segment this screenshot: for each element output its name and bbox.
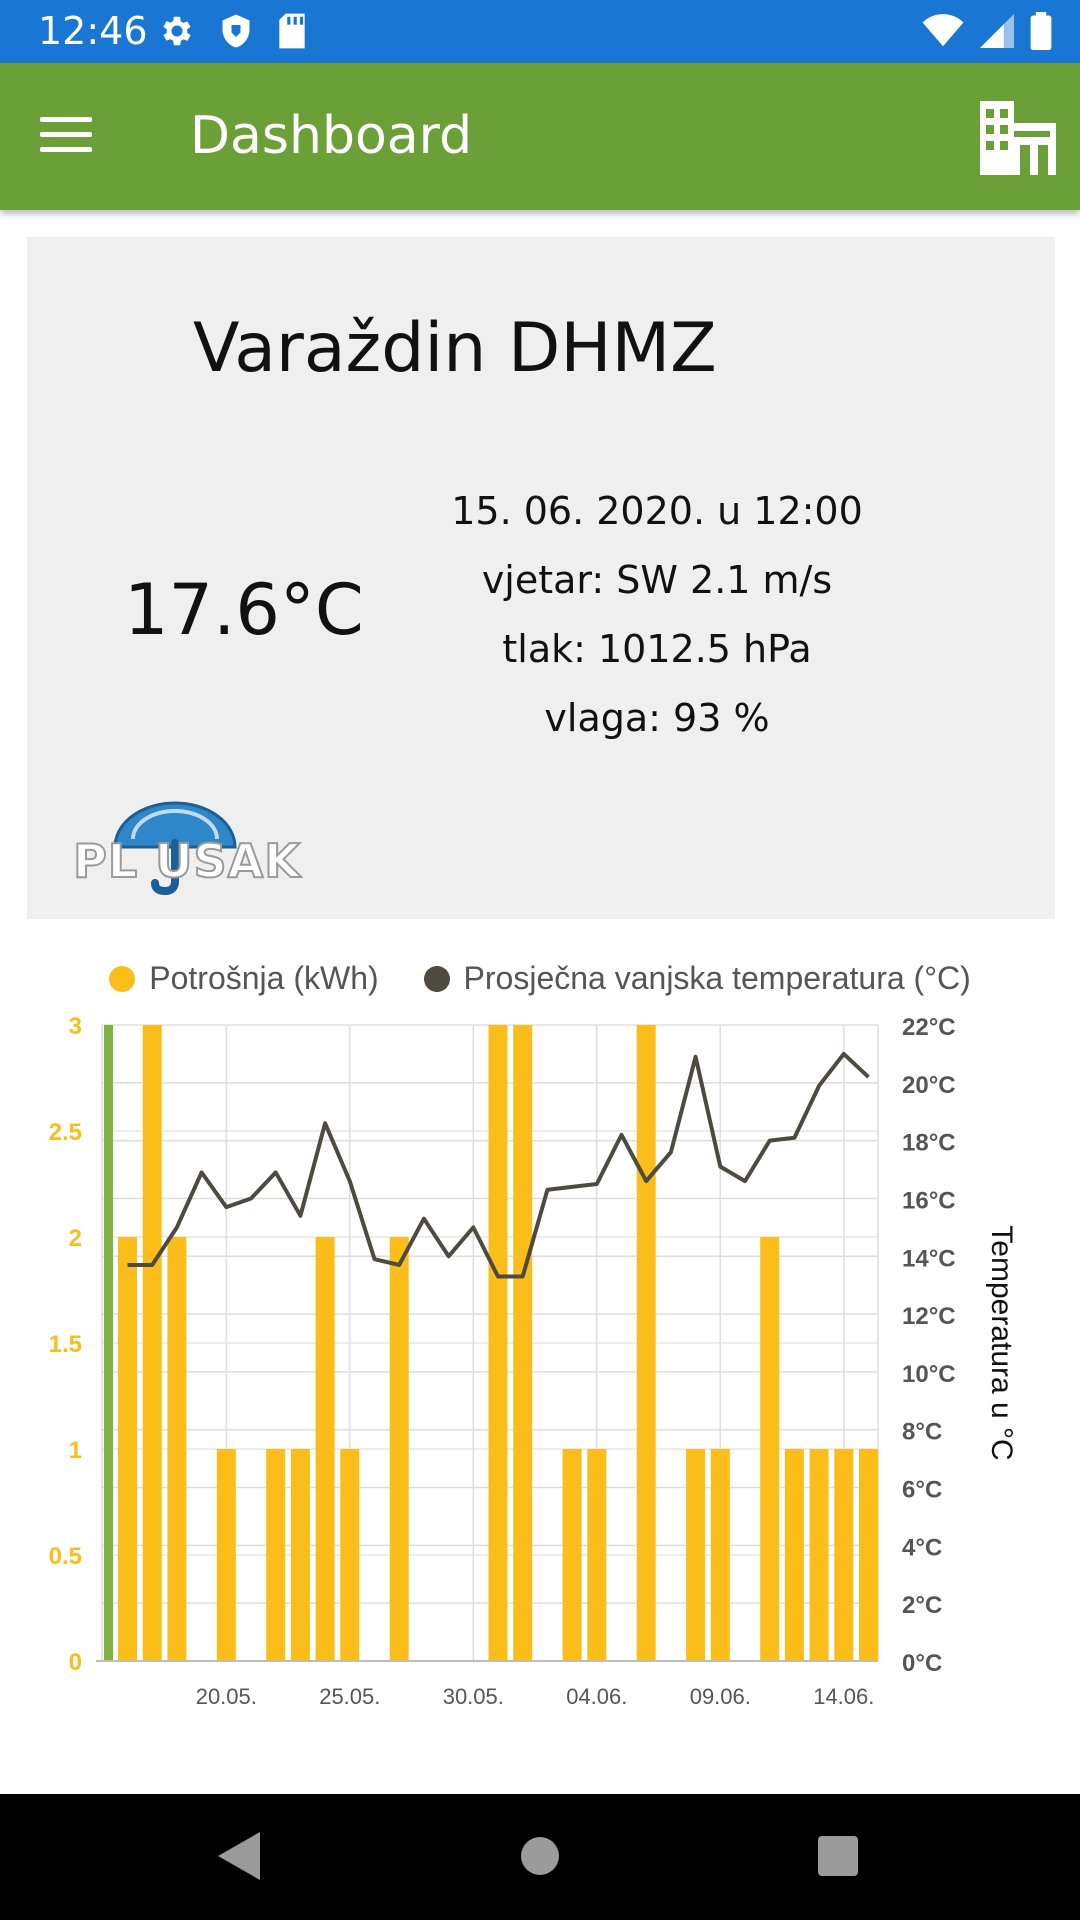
y-right-tick-label: 4°C bbox=[902, 1534, 942, 1561]
period-start-marker bbox=[104, 1025, 113, 1661]
legend-dot-temperature bbox=[423, 965, 450, 992]
current-temperature: 17.6°C bbox=[124, 569, 364, 651]
wifi-icon bbox=[922, 14, 964, 47]
chart-plot: 0°C 2°C 4°C 6°C 8°C 10°C 12°C 14°C 16°C 18°C 20°C 2… bbox=[49, 1013, 1018, 1709]
pressure-value: tlak: 1012.5 hPa bbox=[502, 627, 812, 671]
sd-card-icon bbox=[279, 13, 305, 49]
y-right-tick-label: 0°C bbox=[902, 1650, 942, 1677]
y-right-tick-label: 2°C bbox=[902, 1592, 942, 1619]
status-left-icons bbox=[158, 12, 308, 50]
y-right-tick-label: 20°C bbox=[902, 1072, 956, 1099]
legend-dot-consumption bbox=[109, 965, 136, 992]
pljusak-logo: PL USAK bbox=[72, 801, 302, 895]
weather-card: Varaždin DHMZ 17.6°C 15. 06. 2020. u 12:… bbox=[27, 237, 1055, 919]
consumption-bar bbox=[389, 1237, 409, 1661]
building-icon[interactable] bbox=[980, 101, 1056, 175]
consumption-bar bbox=[710, 1449, 730, 1661]
consumption-bar bbox=[809, 1449, 829, 1661]
y-left-tick-label: 2 bbox=[69, 1225, 82, 1252]
station-name: Varaždin DHMZ bbox=[193, 309, 717, 388]
status-bar: 12:46 bbox=[0, 0, 1080, 63]
consumption-bar bbox=[784, 1449, 804, 1661]
hamburger-menu-icon[interactable] bbox=[40, 109, 100, 163]
chart-legend: Potrošnja (kWh) Prosječna vanjska temper… bbox=[0, 960, 1080, 1000]
consumption-bar bbox=[167, 1237, 187, 1661]
y-right-tick-label: 6°C bbox=[902, 1477, 942, 1504]
navigation-bar bbox=[0, 1794, 1080, 1920]
app-bar: Dashboard bbox=[0, 63, 1080, 210]
consumption-bar bbox=[834, 1449, 854, 1661]
consumption-chart: Potrošnja (kWh) Prosječna vanjska temper… bbox=[0, 940, 1080, 1750]
consumption-bar bbox=[513, 1025, 533, 1661]
x-tick-label: 25.05. bbox=[319, 1684, 380, 1709]
x-tick-label: 14.06. bbox=[813, 1684, 874, 1709]
consumption-bar bbox=[859, 1449, 878, 1661]
home-circle-icon[interactable] bbox=[520, 1830, 560, 1882]
y-right-tick-label: 18°C bbox=[902, 1130, 956, 1157]
wind-value: vjetar: SW 2.1 m/s bbox=[481, 558, 833, 602]
y-right-tick-label: 14°C bbox=[902, 1245, 956, 1272]
y-right-tick-label: 22°C bbox=[902, 1014, 956, 1041]
consumption-bar bbox=[587, 1449, 607, 1661]
status-time: 12:46 bbox=[38, 9, 148, 53]
legend-label-consumption: Potrošnja (kWh) bbox=[149, 960, 379, 996]
weather-details: 15. 06. 2020. u 12:00 vjetar: SW 2.1 m/s… bbox=[407, 477, 907, 753]
y-right-tick-label: 10°C bbox=[902, 1361, 956, 1388]
y-left-tick-label: 0.5 bbox=[49, 1543, 82, 1570]
y-left-tick-label: 1.5 bbox=[49, 1331, 82, 1358]
y-right-axis-title: Temperatura u °C bbox=[985, 1225, 1018, 1460]
x-tick-label: 04.06. bbox=[566, 1684, 627, 1709]
gear-icon bbox=[163, 16, 191, 46]
consumption-bar bbox=[340, 1449, 360, 1661]
legend-item-temperature[interactable]: Prosječna vanjska temperatura (°C) bbox=[423, 960, 971, 997]
y-right-tick-label: 12°C bbox=[902, 1303, 956, 1330]
humidity-value: vlaga: 93 % bbox=[544, 696, 770, 740]
consumption-bar bbox=[266, 1449, 286, 1661]
y-left-tick-label: 1 bbox=[69, 1437, 82, 1464]
legend-label-temperature: Prosječna vanjska temperatura (°C) bbox=[463, 960, 971, 996]
x-tick-label: 09.06. bbox=[690, 1684, 751, 1709]
consumption-bar bbox=[142, 1025, 162, 1661]
battery-icon bbox=[1030, 12, 1052, 50]
measurement-datetime: 15. 06. 2020. u 12:00 bbox=[451, 489, 863, 533]
y-right-tick-label: 8°C bbox=[902, 1419, 942, 1446]
y-left-tick-label: 3 bbox=[69, 1013, 82, 1040]
consumption-bar bbox=[118, 1237, 137, 1661]
signal-icon bbox=[980, 14, 1014, 48]
recents-square-icon[interactable] bbox=[816, 1830, 860, 1882]
legend-item-consumption[interactable]: Potrošnja (kWh) bbox=[109, 960, 379, 997]
y-right-tick-label: 16°C bbox=[902, 1187, 956, 1214]
y-left-tick-label: 0 bbox=[69, 1649, 82, 1676]
temperature-line bbox=[127, 1051, 870, 1279]
x-tick-label: 20.05. bbox=[196, 1684, 257, 1709]
status-right-icons bbox=[922, 12, 1052, 50]
consumption-bar bbox=[315, 1237, 335, 1661]
consumption-bar bbox=[636, 1025, 656, 1661]
consumption-bar bbox=[488, 1025, 508, 1661]
consumption-bar bbox=[216, 1449, 236, 1661]
y-left-tick-label: 2.5 bbox=[49, 1119, 82, 1146]
consumption-bar bbox=[686, 1449, 706, 1661]
consumption-bar bbox=[562, 1449, 582, 1661]
back-triangle-icon[interactable] bbox=[216, 1830, 262, 1882]
x-tick-label: 30.05. bbox=[443, 1684, 504, 1709]
shield-icon bbox=[222, 14, 250, 48]
page-title: Dashboard bbox=[190, 106, 473, 166]
consumption-bar bbox=[290, 1449, 310, 1661]
consumption-bar bbox=[760, 1237, 780, 1661]
svg-text:PL USAK: PL USAK bbox=[73, 834, 302, 888]
